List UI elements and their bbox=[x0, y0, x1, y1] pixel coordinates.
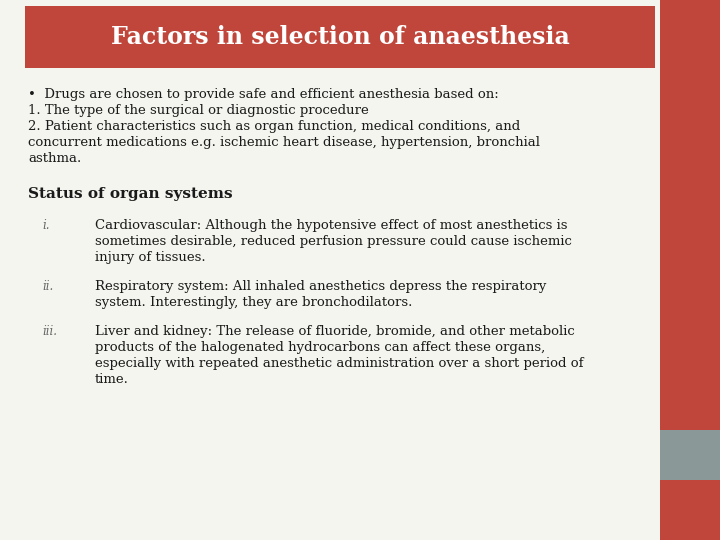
Text: asthma.: asthma. bbox=[28, 152, 81, 165]
Text: •  Drugs are chosen to provide safe and efficient anesthesia based on:: • Drugs are chosen to provide safe and e… bbox=[28, 88, 499, 101]
Bar bbox=[660, 0, 720, 430]
Text: products of the halogenated hydrocarbons can affect these organs,: products of the halogenated hydrocarbons… bbox=[95, 341, 545, 354]
Text: time.: time. bbox=[95, 373, 129, 386]
Text: Respiratory system: All inhaled anesthetics depress the respiratory: Respiratory system: All inhaled anesthet… bbox=[95, 280, 546, 293]
Text: concurrent medications e.g. ischemic heart disease, hypertension, bronchial: concurrent medications e.g. ischemic hea… bbox=[28, 136, 540, 149]
Text: system. Interestingly, they are bronchodilators.: system. Interestingly, they are bronchod… bbox=[95, 296, 413, 309]
Bar bbox=[25, 6, 655, 68]
Text: Factors in selection of anaesthesia: Factors in selection of anaesthesia bbox=[111, 25, 570, 49]
Text: Cardiovascular: Although the hypotensive effect of most anesthetics is: Cardiovascular: Although the hypotensive… bbox=[95, 219, 567, 232]
Text: 1. The type of the surgical or diagnostic procedure: 1. The type of the surgical or diagnosti… bbox=[28, 104, 369, 117]
Text: i.: i. bbox=[42, 219, 50, 232]
Text: ii.: ii. bbox=[42, 280, 53, 293]
Text: 2. Patient characteristics such as organ function, medical conditions, and: 2. Patient characteristics such as organ… bbox=[28, 120, 521, 133]
Text: sometimes desirable, reduced perfusion pressure could cause ischemic: sometimes desirable, reduced perfusion p… bbox=[95, 235, 572, 248]
Text: iii.: iii. bbox=[42, 325, 57, 338]
Text: injury of tissues.: injury of tissues. bbox=[95, 251, 206, 264]
Bar bbox=[660, 430, 720, 480]
Text: especially with repeated anesthetic administration over a short period of: especially with repeated anesthetic admi… bbox=[95, 357, 583, 370]
Bar bbox=[660, 480, 720, 540]
Text: Status of organ systems: Status of organ systems bbox=[28, 187, 233, 201]
Text: Liver and kidney: The release of fluoride, bromide, and other metabolic: Liver and kidney: The release of fluorid… bbox=[95, 325, 575, 338]
